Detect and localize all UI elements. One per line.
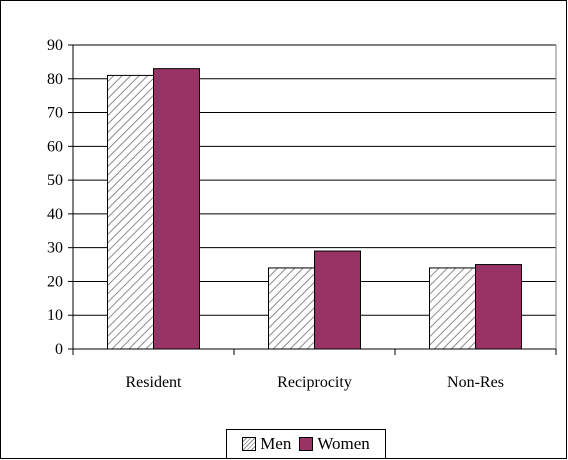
x-category-label: Resident xyxy=(126,374,183,391)
legend-entry-women: Women xyxy=(299,434,370,454)
bar-women-reciprocity xyxy=(314,250,361,350)
bar-men-non-res xyxy=(429,267,476,350)
legend-swatch-men xyxy=(242,437,257,451)
x-category-label: Reciprocity xyxy=(277,374,352,391)
y-tick-label: 50 xyxy=(47,172,63,189)
legend-entry-men: Men xyxy=(242,434,291,454)
y-tick-label: 30 xyxy=(47,240,63,257)
bar-women-resident xyxy=(153,68,200,350)
bar-men-reciprocity xyxy=(268,267,315,350)
y-tick-label: 80 xyxy=(47,71,63,88)
axes xyxy=(68,44,557,355)
y-tick-label: 20 xyxy=(47,273,63,290)
x-category-label: Non-Res xyxy=(447,374,504,391)
y-tick-label: 70 xyxy=(47,105,63,122)
y-tick-label: 90 xyxy=(47,37,63,54)
legend: Men Women xyxy=(226,429,386,459)
y-tick-label: 0 xyxy=(55,341,63,358)
y-tick-label: 40 xyxy=(47,206,63,223)
bar-men-resident xyxy=(107,74,154,350)
legend-label-men: Men xyxy=(260,434,292,453)
bars xyxy=(107,68,522,350)
axis-labels: 0 10 20 30 40 50 60 70 80 90 Resident Reciprocity No… xyxy=(47,37,504,391)
legend-label-women: Women xyxy=(317,434,370,453)
bar-women-non-res xyxy=(475,264,522,350)
y-tick-label: 10 xyxy=(47,307,63,324)
y-tick-label: 60 xyxy=(47,138,63,155)
legend-swatch-women xyxy=(299,437,314,451)
